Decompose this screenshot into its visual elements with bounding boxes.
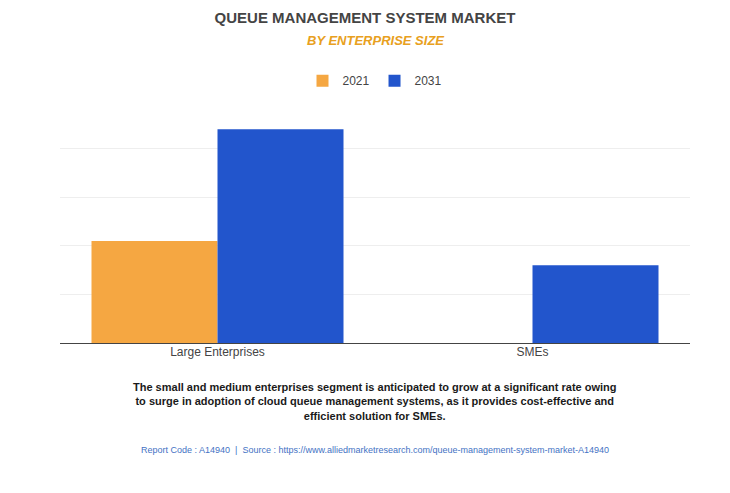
svg-text:The small and medium enterpris: The small and medium enterprises segment… [133,381,617,422]
svg-text:2021: 2021 [343,74,370,88]
svg-text:SMEs: SMEs [516,345,548,359]
svg-text:2031: 2031 [415,74,442,88]
svg-text:Report Code : A14940 | Sourc: Report Code : A14940 | Source : https://… [141,445,609,455]
svg-text:Large Enterprises: Large Enterprises [170,345,265,359]
svg-text:BY ENTERPRISE SIZE: BY ENTERPRISE SIZE [307,33,444,48]
svg-text:QUEUE MANAGEMENT SYSTEM MARKET: QUEUE MANAGEMENT SYSTEM MARKET [215,9,516,26]
